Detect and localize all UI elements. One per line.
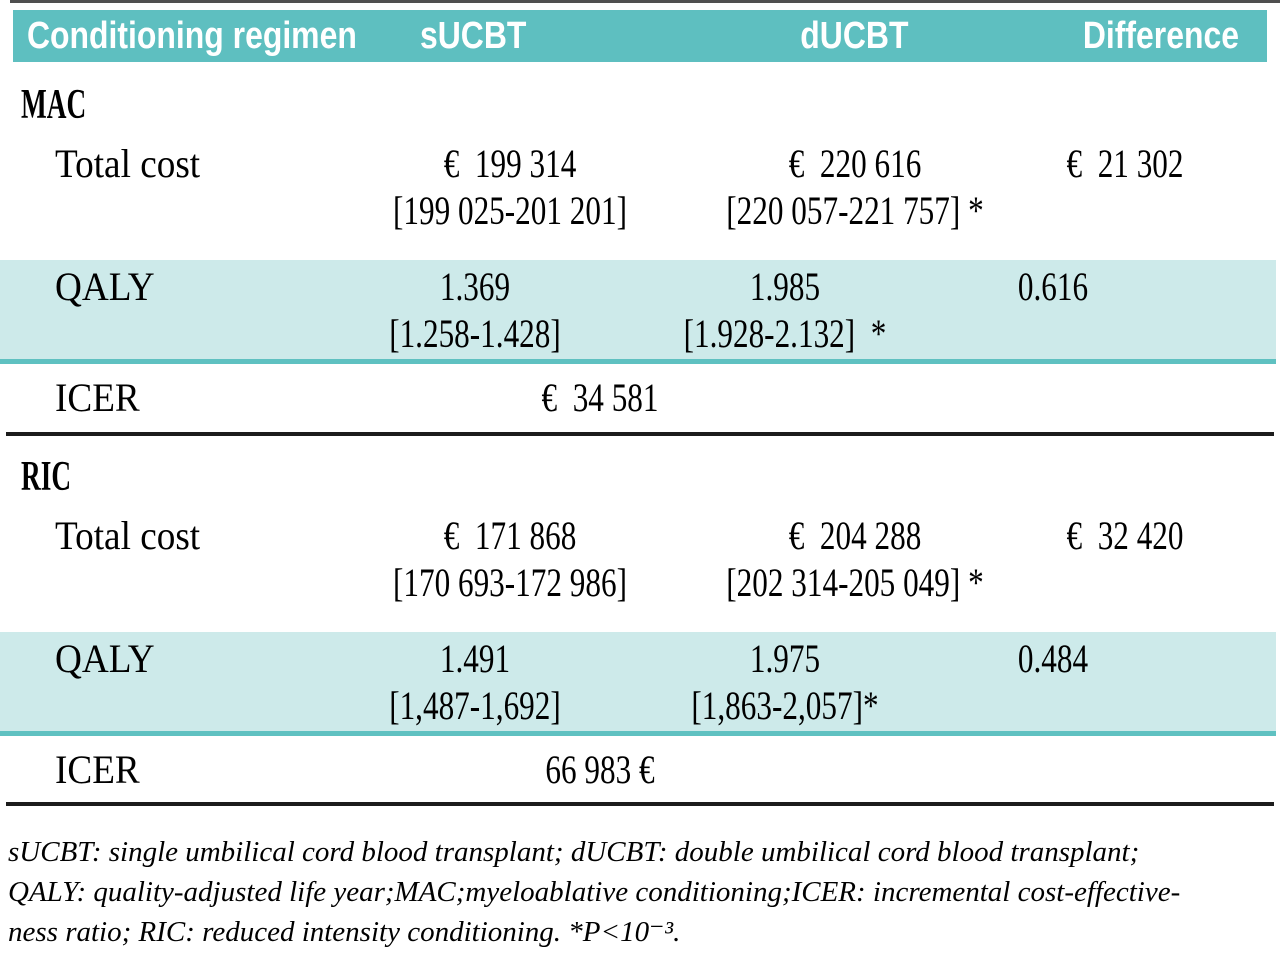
- ric-qaly-ducbt-value: 1.975: [749, 636, 821, 681]
- ric-qaly-label-cell: QALY: [0, 635, 360, 729]
- top-edge-line: [10, 0, 1280, 3]
- mac-total-cost-ducbt-cell: € 220 616 [220 057-221 757] *: [660, 140, 1050, 234]
- mac-section-heading: MAC: [0, 82, 1280, 128]
- ric-qaly-difference-value: 0.484: [1017, 636, 1089, 681]
- mac-total-cost-label-cell: Total cost: [0, 140, 360, 234]
- ric-total-cost-sucbt-value: € 171 868: [443, 513, 577, 558]
- header-ducbt: dUCBT: [655, 15, 1055, 58]
- footnote: sUCBT: single umbilical cord blood trans…: [8, 832, 1272, 952]
- mac-total-cost-ducbt-ci: [220 057-221 757] *: [726, 188, 984, 233]
- ric-icer-value: 66 983 €: [545, 746, 655, 792]
- ric-total-cost-ducbt-value: € 204 288: [788, 513, 922, 558]
- section-divider-line: [6, 432, 1274, 436]
- ric-qaly-sucbt-cell: 1.491 [1,487-1,692]: [360, 635, 590, 729]
- mac-total-cost-difference-cell: € 21 302: [1050, 140, 1280, 234]
- mac-qaly-ducbt-ci: [1.928-2.132] *: [683, 311, 887, 356]
- mac-icer-label-cell: ICER: [0, 374, 360, 421]
- ric-icer-row: ICER 66 983 €: [0, 742, 1280, 796]
- footer-divider-line: [6, 802, 1274, 806]
- mac-heading-label: MAC: [21, 82, 87, 128]
- ric-icer-label-cell: ICER: [0, 746, 360, 793]
- ric-total-cost-label-cell: Total cost: [0, 512, 360, 606]
- mac-qaly-row: QALY 1.369 [1.258-1.428] 1.985 [1.928-2.…: [0, 260, 1276, 364]
- mac-qaly-sucbt-cell: 1.369 [1.258-1.428]: [360, 263, 590, 357]
- header-difference-label: Difference: [1082, 14, 1239, 57]
- footnote-line-2: QALY: quality-adjusted life year;MAC;mye…: [8, 876, 1181, 908]
- ric-total-cost-difference-cell: € 32 420: [1050, 512, 1280, 606]
- ric-section-heading: RIC: [0, 454, 1280, 500]
- ric-qaly-ducbt-cell: 1.975 [1,863-2,057]*: [590, 635, 980, 729]
- mac-total-cost-row: Total cost € 199 314 [199 025-201 201] €…: [0, 140, 1280, 234]
- ric-qaly-difference-cell: 0.484: [980, 635, 1276, 729]
- mac-qaly-label: QALY: [55, 264, 155, 309]
- mac-qaly-difference-cell: 0.616: [980, 263, 1276, 357]
- header-conditioning-regimen-label: Conditioning regimen: [27, 14, 357, 57]
- mac-total-cost-sucbt-cell: € 199 314 [199 025-201 201]: [360, 140, 660, 234]
- mac-total-cost-difference-value: € 21 302: [1066, 141, 1184, 186]
- mac-qaly-sucbt-value: 1.369: [439, 264, 511, 309]
- header-conditioning-regimen: Conditioning regimen: [13, 15, 420, 58]
- ric-total-cost-ducbt-cell: € 204 288 [202 314-205 049] *: [660, 512, 1050, 606]
- mac-total-cost-ducbt-value: € 220 616: [788, 141, 922, 186]
- footnote-line-1: sUCBT: single umbilical cord blood trans…: [8, 836, 1140, 868]
- mac-qaly-ducbt-cell: 1.985 [1.928-2.132] *: [590, 263, 980, 357]
- header-ducbt-label: dUCBT: [800, 14, 909, 57]
- mac-qaly-difference-value: 0.616: [1017, 264, 1089, 309]
- header-sucbt-label: sUCBT: [419, 14, 527, 57]
- ric-icer-label: ICER: [55, 746, 140, 792]
- ric-heading-label: RIC: [21, 454, 72, 500]
- ric-total-cost-ducbt-ci: [202 314-205 049] *: [726, 560, 984, 605]
- ric-icer-value-cell: 66 983 €: [360, 746, 840, 793]
- mac-total-cost-label: Total cost: [55, 141, 201, 186]
- mac-icer-row: ICER € 34 581: [0, 370, 1280, 424]
- ric-total-cost-difference-value: € 32 420: [1066, 513, 1184, 558]
- mac-qaly-sucbt-ci: [1.258-1.428]: [389, 311, 561, 356]
- footnote-line-3: ness ratio; RIC: reduced intensity condi…: [8, 916, 681, 948]
- ric-total-cost-row: Total cost € 171 868 [170 693-172 986] €…: [0, 512, 1280, 606]
- header-sucbt: sUCBT: [420, 15, 655, 58]
- ric-total-cost-sucbt-cell: € 171 868 [170 693-172 986]: [360, 512, 660, 606]
- ric-qaly-row: QALY 1.491 [1,487-1,692] 1.975 [1,863-2,…: [0, 632, 1276, 736]
- header-difference: Difference: [1055, 15, 1267, 58]
- ric-total-cost-sucbt-ci: [170 693-172 986]: [392, 560, 627, 605]
- table-header-row: Conditioning regimen sUCBT dUCBT Differe…: [13, 10, 1267, 62]
- mac-qaly-ducbt-value: 1.985: [749, 264, 821, 309]
- mac-total-cost-sucbt-ci: [199 025-201 201]: [392, 188, 627, 233]
- mac-icer-label: ICER: [55, 374, 140, 420]
- mac-qaly-label-cell: QALY: [0, 263, 360, 357]
- ric-qaly-ducbt-ci: [1,863-2,057]*: [691, 683, 879, 728]
- mac-icer-value: € 34 581: [541, 374, 659, 420]
- mac-total-cost-sucbt-value: € 199 314: [443, 141, 577, 186]
- ric-total-cost-label: Total cost: [55, 513, 201, 558]
- ric-qaly-sucbt-value: 1.491: [439, 636, 511, 681]
- ric-qaly-label: QALY: [55, 636, 155, 681]
- ric-qaly-sucbt-ci: [1,487-1,692]: [389, 683, 561, 728]
- mac-icer-value-cell: € 34 581: [360, 374, 840, 421]
